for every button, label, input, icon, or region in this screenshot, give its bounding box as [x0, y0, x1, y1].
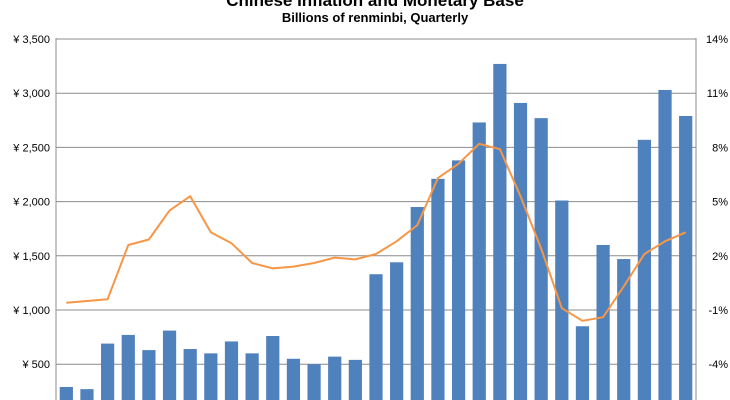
- right-tick-label: -1%: [708, 305, 728, 317]
- bar: [266, 336, 280, 400]
- bar-series: [59, 63, 693, 400]
- bar: [679, 115, 693, 400]
- bar: [472, 122, 486, 400]
- bar: [534, 118, 548, 400]
- bar: [637, 139, 651, 400]
- right-tick-label: -4%: [708, 359, 728, 371]
- left-tick-label: ¥ 1,500: [12, 251, 50, 263]
- bar: [162, 330, 177, 400]
- left-tick-label: ¥ 2,500: [12, 142, 50, 154]
- bar: [431, 178, 445, 400]
- bar: [596, 244, 610, 400]
- bar: [142, 350, 156, 400]
- bar: [575, 326, 590, 400]
- bar: [245, 353, 259, 400]
- bar: [101, 343, 115, 400]
- right-tick-label: 11%: [707, 88, 728, 100]
- bar: [59, 386, 73, 400]
- left-tick-label: ¥ 2,000: [12, 197, 50, 209]
- bar: [183, 349, 197, 400]
- bar: [617, 259, 631, 400]
- right-axis-ticks: -4% -1% 2% 5% 8% 11% 14%: [706, 34, 728, 371]
- bar: [451, 160, 466, 400]
- right-tick-label: 2%: [712, 251, 728, 263]
- bar: [369, 274, 383, 400]
- bar: [204, 353, 218, 400]
- bar: [80, 389, 94, 400]
- bar: [121, 334, 135, 400]
- bar: [410, 207, 424, 400]
- left-tick-label: ¥ 3,000: [12, 88, 50, 100]
- bar: [224, 341, 239, 400]
- axes: [55, 38, 697, 400]
- bar: [328, 356, 342, 400]
- chart-subtitle: Billions of renminbi, Quarterly: [282, 10, 469, 25]
- bar: [307, 364, 321, 400]
- gridlines: [56, 38, 696, 365]
- left-tick-label: ¥ 3,500: [12, 34, 50, 46]
- chart-title: Chinese Inflation and Monetary Base: [226, 0, 524, 10]
- bar: [493, 63, 507, 400]
- left-axis-ticks: ¥ 500 ¥ 1,000 ¥ 1,500 ¥ 2,000 ¥ 2,500 ¥ 3,000…: [12, 34, 50, 371]
- bar: [286, 358, 301, 400]
- bar: [390, 262, 404, 400]
- left-tick-label: ¥ 1,000: [12, 305, 50, 317]
- left-tick-label: ¥ 500: [21, 359, 50, 371]
- bar: [555, 200, 569, 400]
- bar: [658, 89, 672, 400]
- inflation-line: [66, 142, 687, 322]
- bar: [513, 102, 528, 400]
- line-series: [66, 142, 687, 322]
- right-tick-label: 8%: [712, 142, 728, 154]
- right-tick-label: 5%: [712, 197, 728, 209]
- right-tick-label: 14%: [706, 34, 728, 46]
- bar: [348, 359, 362, 400]
